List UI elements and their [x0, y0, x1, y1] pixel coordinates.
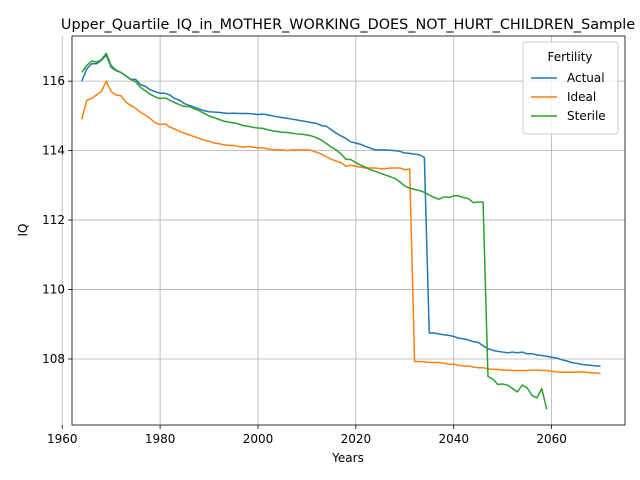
legend-label-ideal: Ideal [567, 90, 596, 104]
legend-label-actual: Actual [567, 71, 605, 85]
x-tick-label: 2040 [438, 432, 469, 446]
y-axis-ticks: 108 110 112 114 116 [42, 74, 72, 366]
x-axis-ticks: 1960 1980 2000 2020 2040 2060 [47, 425, 567, 446]
chart-title: Upper_Quartile_IQ_in_MOTHER_WORKING_DOES… [61, 17, 635, 33]
y-tick-label: 116 [42, 74, 65, 88]
legend: Fertility Actual Ideal Sterile [522, 41, 619, 135]
legend-entries: Actual Ideal Sterile [531, 71, 606, 123]
series-line-ideal [81, 80, 601, 375]
legend-label-sterile: Sterile [567, 109, 606, 123]
legend-box [522, 41, 619, 135]
series-lines [81, 52, 601, 410]
x-axis-label: Years [331, 451, 364, 465]
y-tick-label: 110 [42, 283, 65, 297]
series-line-actual [81, 54, 601, 367]
x-tick-label: 1980 [145, 432, 176, 446]
plot-frame [71, 35, 626, 426]
x-tick-label: 2000 [243, 432, 274, 446]
y-axis-label: IQ [16, 224, 30, 237]
x-tick-label: 1960 [47, 432, 78, 446]
y-tick-label: 108 [42, 352, 65, 366]
y-tick-label: 112 [42, 213, 65, 227]
x-tick-label: 2020 [341, 432, 372, 446]
series-line-sterile [81, 52, 548, 410]
y-tick-label: 114 [42, 144, 65, 158]
x-tick-label: 2060 [536, 432, 567, 446]
legend-title: Fertility [547, 50, 592, 64]
